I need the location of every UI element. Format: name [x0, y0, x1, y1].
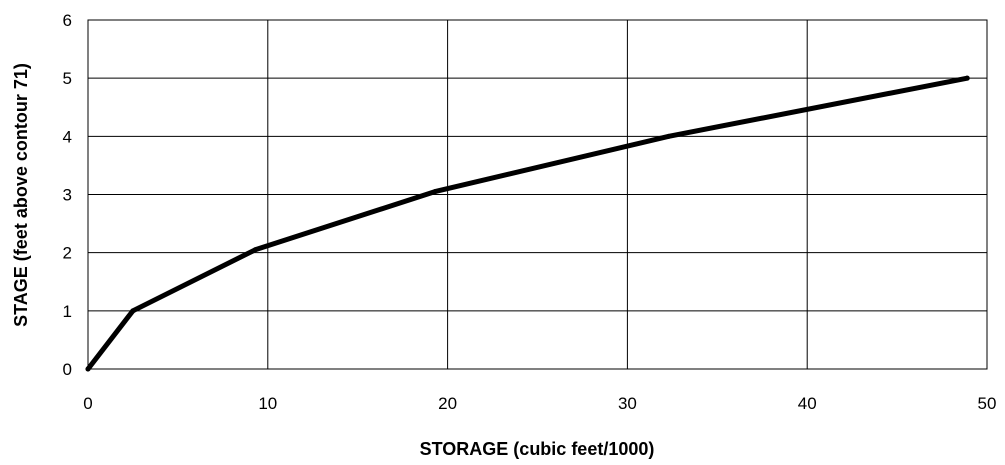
- stage-storage-line: [85, 75, 970, 372]
- y-tick-label: 4: [63, 127, 72, 146]
- data-points: [85, 75, 970, 372]
- data-point: [432, 189, 438, 195]
- data-point: [130, 308, 136, 314]
- x-tick-label: 10: [258, 394, 277, 413]
- x-tick-labels: 0 10 20 30 40 50: [83, 394, 996, 413]
- y-tick-label: 5: [63, 69, 72, 88]
- x-tick-label: 30: [618, 394, 637, 413]
- x-axis-title: STORAGE (cubic feet/1000): [420, 439, 655, 459]
- x-tick-label: 40: [798, 394, 817, 413]
- data-point: [85, 366, 91, 372]
- data-point: [666, 133, 672, 139]
- y-tick-label: 3: [63, 186, 72, 205]
- y-axis-title: STAGE (feet above contour 71): [11, 63, 31, 327]
- x-tick-label: 50: [978, 394, 997, 413]
- y-tick-label: 0: [63, 360, 72, 379]
- y-tick-label: 6: [63, 11, 72, 30]
- data-point: [964, 75, 970, 81]
- y-tick-label: 2: [63, 244, 72, 263]
- gridlines: [87, 19, 988, 370]
- data-point: [252, 247, 258, 253]
- y-tick-label: 1: [63, 302, 72, 321]
- y-tick-labels: 0 1 2 3 4 5 6: [63, 11, 72, 379]
- x-tick-label: 0: [83, 394, 92, 413]
- x-tick-label: 20: [438, 394, 457, 413]
